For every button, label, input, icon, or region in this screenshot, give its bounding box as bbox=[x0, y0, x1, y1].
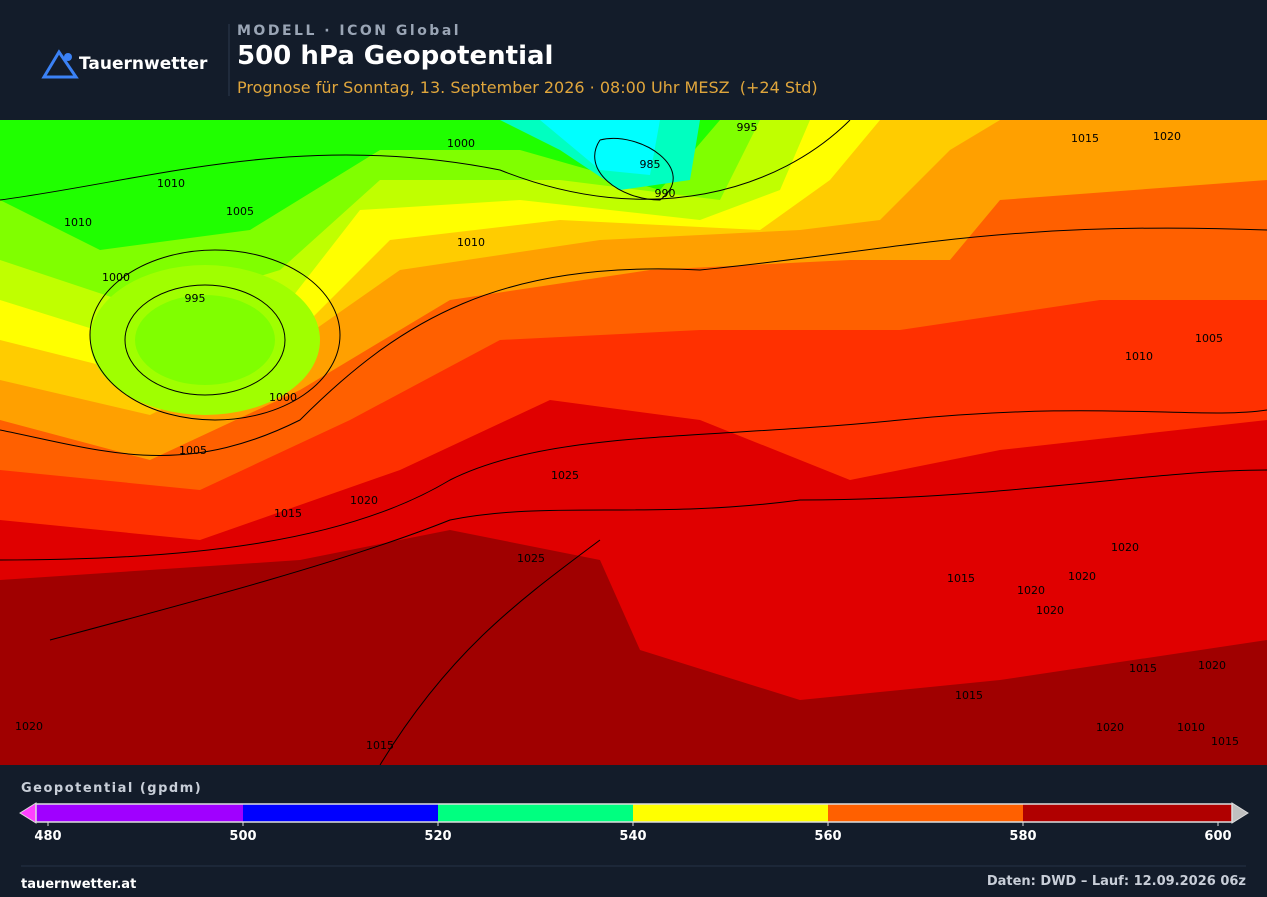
isobar-label: 1020 bbox=[1017, 584, 1045, 597]
colorbar: 480 500 520 540 560 580 600 bbox=[34, 803, 1233, 844]
logo-icon bbox=[41, 49, 79, 79]
isobar-label: 1010 bbox=[457, 236, 485, 249]
subtitle: Prognose für Sonntag, 13. September 2026… bbox=[237, 78, 818, 97]
colorbar-segment bbox=[633, 804, 828, 822]
isobar-label: 995 bbox=[185, 292, 206, 305]
isobar-label: 1015 bbox=[947, 572, 975, 585]
isobar-label: 1020 bbox=[1068, 570, 1096, 583]
colorbar-segment bbox=[438, 804, 633, 822]
colorbar-tick-label: 540 bbox=[619, 829, 646, 844]
colorbar-segment bbox=[243, 804, 438, 822]
isobar-label: 1025 bbox=[551, 469, 579, 482]
isobar-label: 1020 bbox=[1153, 130, 1181, 143]
field-band bbox=[540, 120, 660, 175]
isobar-label: 1015 bbox=[955, 689, 983, 702]
colorbar-tick-label: 600 bbox=[1204, 829, 1231, 844]
isobar-label: 1020 bbox=[350, 494, 378, 507]
isobar-label: 985 bbox=[640, 158, 661, 171]
isobar-label: 1000 bbox=[447, 137, 475, 150]
isobar-label: 1000 bbox=[102, 271, 130, 284]
colorbar-title: Geopotential (gpdm) bbox=[21, 781, 202, 796]
isobar-label: 1020 bbox=[1036, 604, 1064, 617]
isobar-label: 1020 bbox=[15, 720, 43, 733]
isobar-label: 1020 bbox=[1111, 541, 1139, 554]
isobar-label: 990 bbox=[655, 187, 676, 200]
isobar-label: 1010 bbox=[157, 177, 185, 190]
map bbox=[0, 120, 1267, 765]
colorbar-segment bbox=[828, 804, 1023, 822]
isobar-label: 1015 bbox=[274, 507, 302, 520]
logo-dot bbox=[64, 53, 72, 61]
isobar-labels: 995 1015 1020 1000 985 990 1010 1010 1005 1010 100… bbox=[15, 121, 1239, 752]
isobar-label: 1010 bbox=[1177, 721, 1205, 734]
model: MODELL · ICON Global bbox=[237, 23, 461, 39]
isobar-label: 1005 bbox=[226, 205, 254, 218]
isobar-label: 1005 bbox=[179, 444, 207, 457]
isobar-label: 1025 bbox=[517, 552, 545, 565]
isobar-label: 1020 bbox=[1198, 659, 1226, 672]
isobar-label: 1015 bbox=[1129, 662, 1157, 675]
footer-source: Daten: DWD – Lauf: 12.09.2026 06z bbox=[987, 874, 1246, 889]
isobar-label: 1010 bbox=[64, 216, 92, 229]
logo[interactable]: Tauernwetter bbox=[41, 49, 208, 79]
colorbar-tick-label: 580 bbox=[1009, 829, 1036, 844]
isobar-label: 1005 bbox=[1195, 332, 1223, 345]
colorbar-segment bbox=[36, 804, 243, 822]
title: 500 hPa Geopotential bbox=[237, 41, 553, 71]
field-band bbox=[0, 120, 720, 250]
colorbar-tick-label: 560 bbox=[814, 829, 841, 844]
isobar-label: 1015 bbox=[1071, 132, 1099, 145]
colorbar-tick-label: 500 bbox=[229, 829, 256, 844]
isobar-label: 1015 bbox=[1211, 735, 1239, 748]
colorbar-frame bbox=[35, 803, 1233, 823]
colorbar-tick-label: 520 bbox=[424, 829, 451, 844]
isobar-label: 1015 bbox=[366, 739, 394, 752]
isobar-label: 1020 bbox=[1096, 721, 1124, 734]
isobar-label: 1010 bbox=[1125, 350, 1153, 363]
colorbar-segment bbox=[1023, 804, 1232, 822]
colorbar-tick-label: 480 bbox=[34, 829, 61, 844]
logo-text: Tauernwetter bbox=[79, 54, 208, 74]
isobar-label: 1000 bbox=[269, 391, 297, 404]
footer-site[interactable]: tauernwetter.at bbox=[21, 877, 136, 892]
isobars bbox=[0, 120, 1267, 765]
low-center bbox=[135, 295, 275, 385]
isobar-label: 995 bbox=[737, 121, 758, 134]
